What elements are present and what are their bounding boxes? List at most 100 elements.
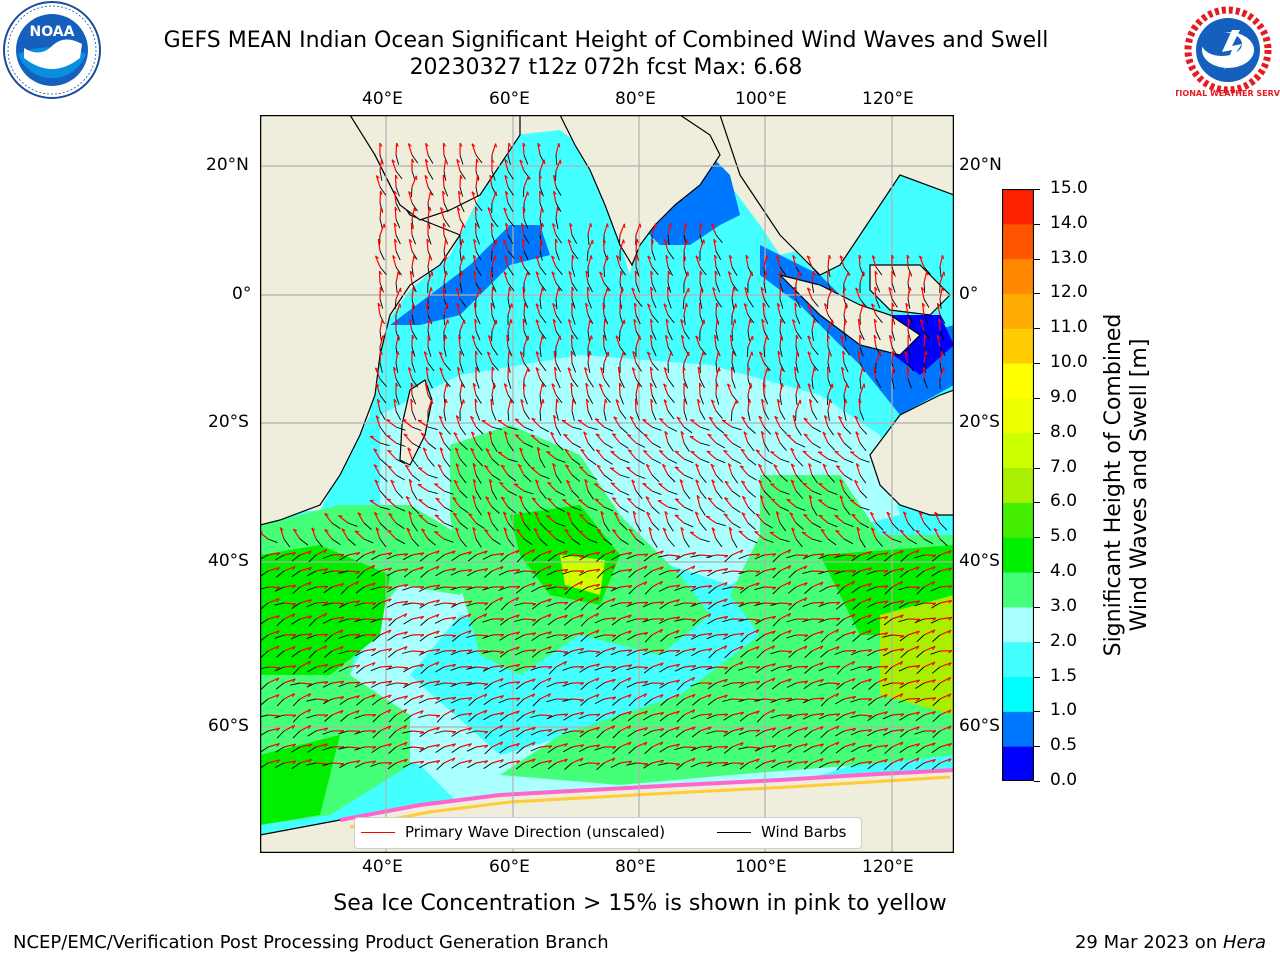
wave-arrow-head bbox=[803, 433, 809, 436]
wave-arrow-head bbox=[852, 631, 856, 635]
wave-arrow bbox=[587, 335, 592, 348]
wave-arrow-head bbox=[660, 712, 665, 716]
wave-arrow-head bbox=[423, 351, 428, 355]
wind-barb bbox=[275, 746, 285, 753]
wind-barb bbox=[931, 602, 941, 609]
wave-arrow bbox=[539, 565, 552, 572]
wind-barb bbox=[411, 410, 417, 421]
wave-arrow bbox=[499, 482, 509, 492]
wave-arrow bbox=[394, 206, 397, 220]
wave-arrow bbox=[741, 416, 749, 428]
wave-arrow-head bbox=[916, 711, 921, 716]
wave-arrow-head bbox=[740, 681, 745, 686]
wave-arrow-head bbox=[580, 757, 584, 762]
wave-arrow bbox=[740, 448, 749, 460]
wind-barb bbox=[603, 410, 607, 421]
wave-arrow-head bbox=[372, 714, 377, 718]
wind-barb bbox=[402, 634, 413, 639]
wave-arrow bbox=[643, 433, 653, 444]
wave-arrow bbox=[747, 758, 760, 764]
wave-arrow bbox=[888, 335, 893, 348]
wave-arrow-head bbox=[514, 418, 520, 421]
wind-barb bbox=[322, 570, 333, 575]
wave-arrow-head bbox=[766, 335, 769, 340]
wave-arrow bbox=[855, 287, 861, 300]
wave-arrow-head bbox=[695, 255, 700, 259]
wind-barb bbox=[507, 474, 517, 482]
wave-arrow-head bbox=[900, 741, 904, 746]
wave-arrow-head bbox=[692, 757, 696, 762]
wave-arrow bbox=[279, 527, 285, 540]
wind-barb bbox=[770, 602, 781, 606]
wave-arrow bbox=[923, 351, 927, 364]
wind-barb bbox=[587, 490, 594, 500]
wave-arrow-head bbox=[456, 302, 461, 307]
wave-arrow bbox=[651, 550, 664, 556]
wind-barb bbox=[276, 698, 285, 707]
wind-barb bbox=[731, 474, 739, 484]
wave-arrow bbox=[411, 615, 424, 620]
wave-arrow bbox=[939, 709, 952, 716]
wind-barb bbox=[507, 218, 515, 228]
wind-barb bbox=[482, 554, 493, 560]
wave-arrow bbox=[583, 431, 589, 444]
wave-arrow bbox=[627, 498, 637, 508]
wave-arrow-head bbox=[405, 464, 410, 468]
wave-arrow-head bbox=[933, 527, 938, 532]
wave-arrow bbox=[849, 499, 861, 508]
wave-arrow-head bbox=[932, 617, 937, 621]
wave-arrow-head bbox=[724, 497, 729, 500]
wave-arrow-head bbox=[612, 529, 617, 532]
wave-arrow bbox=[459, 681, 473, 684]
wave-arrow bbox=[530, 434, 541, 444]
wave-arrow bbox=[743, 303, 749, 316]
wave-arrow-head bbox=[490, 222, 495, 227]
wave-arrow-head bbox=[564, 569, 569, 573]
wind-barb bbox=[475, 186, 479, 197]
wave-arrow-head bbox=[564, 728, 569, 732]
wind-barb bbox=[835, 634, 845, 642]
wave-arrow bbox=[514, 434, 525, 444]
wave-arrow-head bbox=[585, 270, 590, 275]
wave-arrow-head bbox=[765, 270, 768, 276]
wave-arrow bbox=[779, 367, 783, 380]
wave-arrow-head bbox=[868, 715, 873, 719]
wind-barb bbox=[523, 522, 531, 532]
lat-tick-left-20n: 20°N bbox=[206, 155, 249, 175]
wave-arrow bbox=[472, 479, 477, 492]
wave-arrow-head bbox=[436, 565, 440, 570]
wave-arrow bbox=[827, 692, 839, 700]
wind-barb bbox=[660, 698, 669, 706]
wave-arrow bbox=[539, 613, 552, 620]
wave-arrow-head bbox=[916, 679, 921, 684]
wave-arrow-head bbox=[751, 351, 754, 356]
wave-arrow bbox=[794, 367, 797, 380]
wave-arrow bbox=[411, 663, 424, 668]
wave-arrow-head bbox=[292, 760, 297, 765]
wave-arrow bbox=[472, 527, 477, 540]
wind-barb bbox=[475, 362, 480, 373]
wave-arrow-head bbox=[324, 585, 329, 590]
wave-arrow bbox=[651, 601, 665, 604]
wave-arrow bbox=[683, 618, 697, 621]
wave-arrow bbox=[587, 223, 592, 236]
wave-arrow-head bbox=[418, 467, 423, 469]
borneo-land bbox=[869, 264, 951, 316]
wave-arrow-head bbox=[932, 602, 937, 606]
wind-barb bbox=[395, 426, 406, 431]
wave-arrow-head bbox=[634, 270, 639, 275]
wave-arrow-head bbox=[452, 568, 457, 572]
wave-arrow-head bbox=[436, 613, 440, 618]
wave-arrow-head bbox=[777, 350, 782, 355]
wind-barb bbox=[820, 634, 829, 643]
wave-arrow-head bbox=[446, 303, 449, 308]
wave-arrow-head bbox=[388, 567, 393, 572]
wave-arrow bbox=[491, 143, 497, 156]
wave-arrow bbox=[838, 416, 845, 428]
wind-barb bbox=[715, 442, 725, 449]
wave-arrow-head bbox=[590, 255, 593, 260]
wave-arrow-head bbox=[308, 743, 313, 748]
wave-arrow-head bbox=[570, 334, 575, 339]
wave-arrow-head bbox=[547, 481, 552, 485]
wind-barb bbox=[418, 586, 429, 592]
